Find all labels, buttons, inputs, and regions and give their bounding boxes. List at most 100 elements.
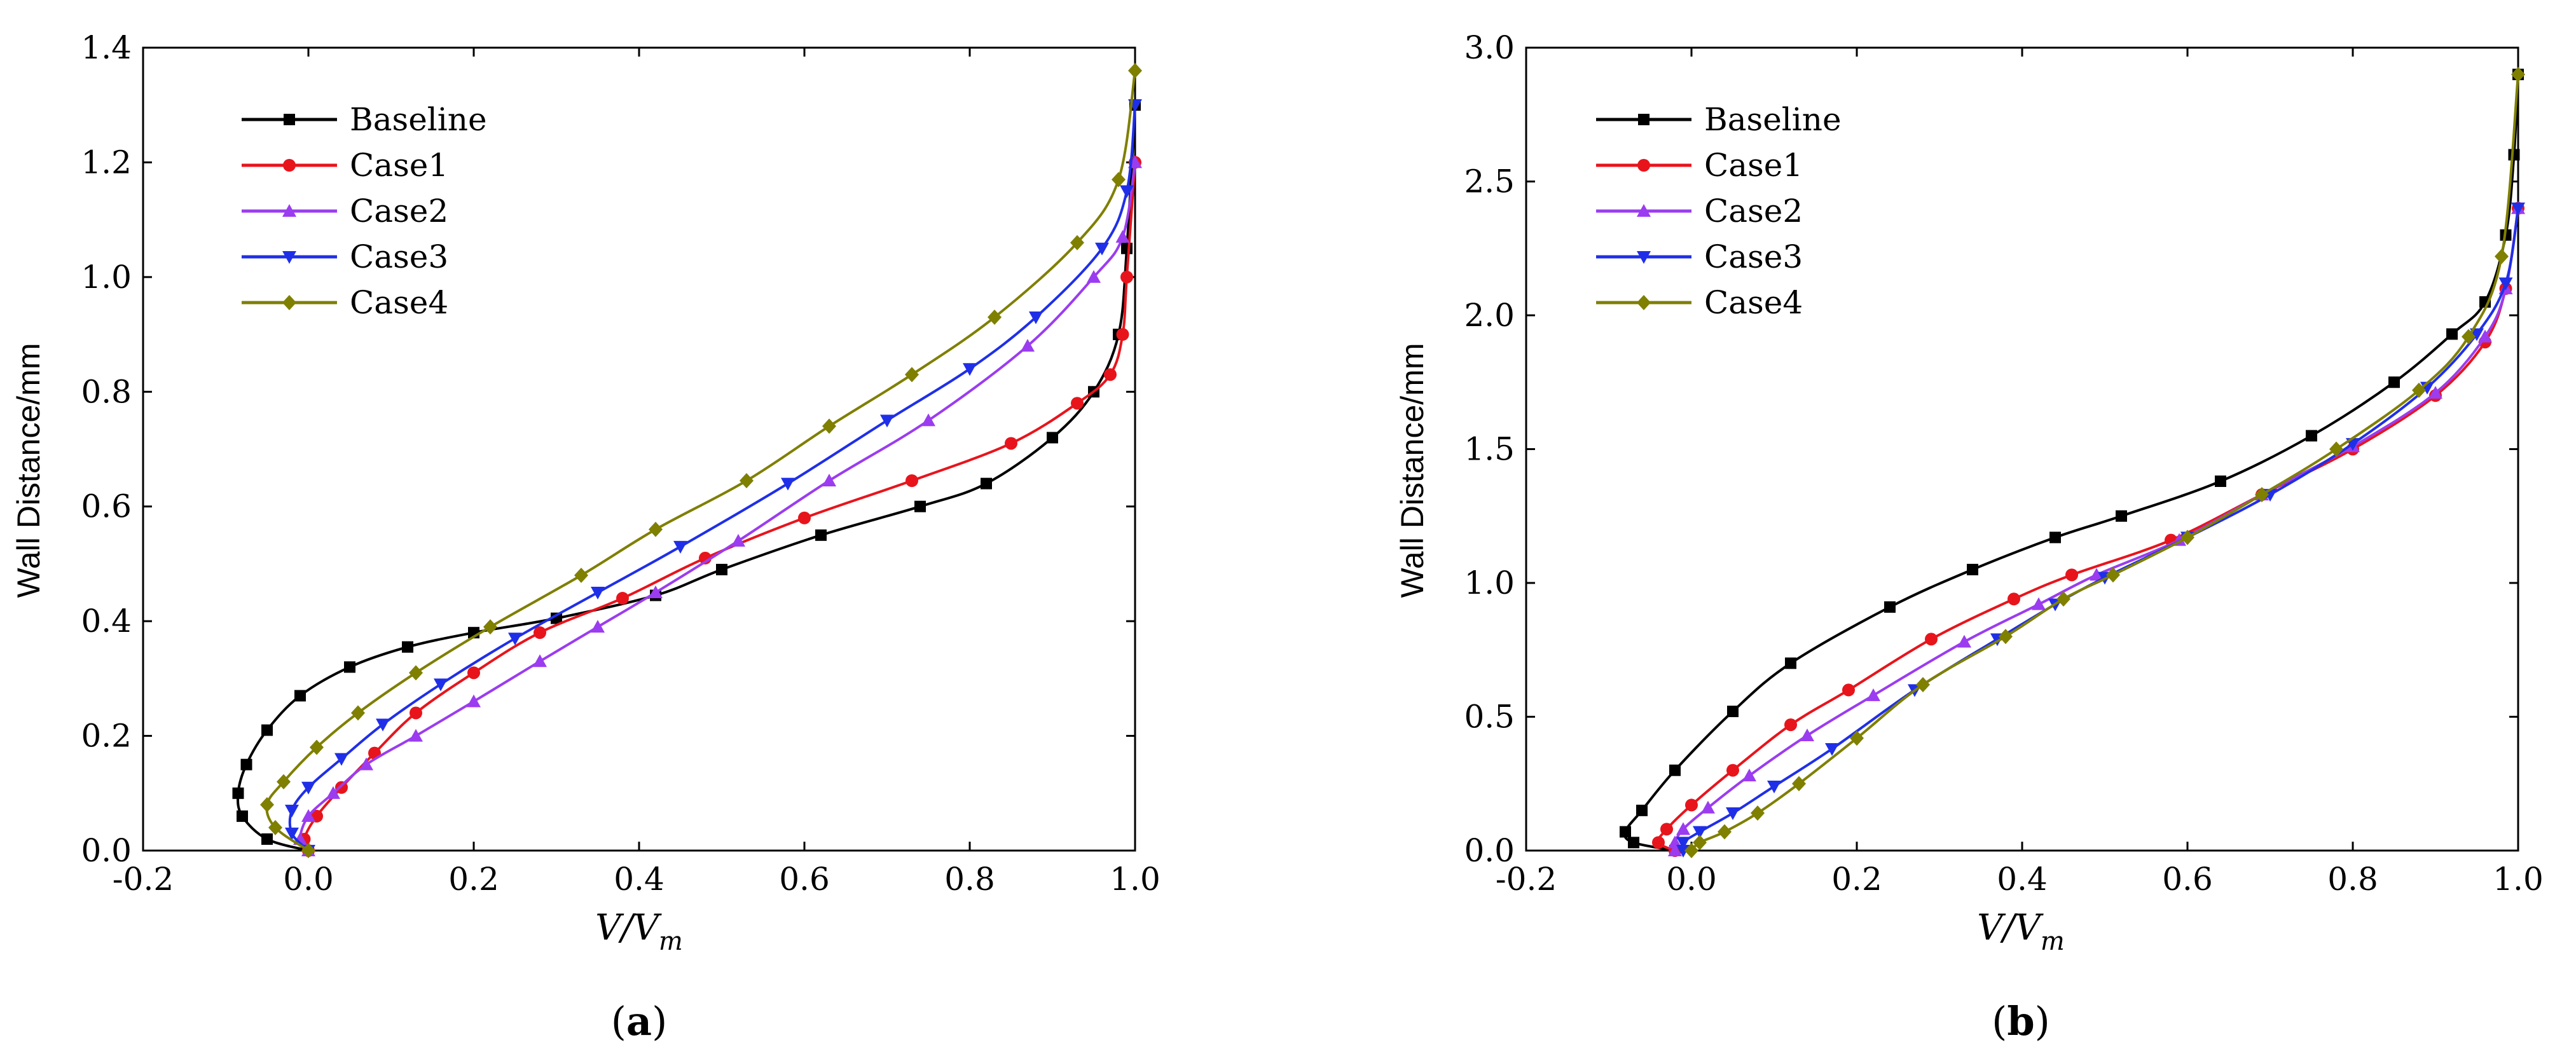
data-point-baseline <box>261 724 273 736</box>
data-point-case4 <box>351 705 365 721</box>
data-point-case2 <box>326 786 340 799</box>
data-point-case1 <box>534 626 546 640</box>
data-point-case2 <box>591 620 605 633</box>
data-point-baseline <box>981 477 992 489</box>
y-tick-label: 1.0 <box>81 259 132 296</box>
series-line-case2 <box>298 162 1136 852</box>
y-tick-label: 0.2 <box>81 718 132 755</box>
data-point-case4 <box>277 774 291 790</box>
data-point-case2 <box>1957 634 1971 648</box>
data-point-case3 <box>781 477 795 491</box>
legend-marker-case4 <box>1637 295 1651 310</box>
data-point-baseline <box>402 641 413 653</box>
x-tick-label: 0.0 <box>283 861 334 898</box>
data-point-case1 <box>1685 798 1698 812</box>
data-point-case4 <box>2255 487 2269 503</box>
data-point-baseline <box>2388 376 2400 388</box>
data-point-case1 <box>616 592 629 605</box>
data-point-case3 <box>963 363 977 376</box>
data-point-case2 <box>921 413 935 427</box>
y-tick-label: 1.2 <box>81 144 132 181</box>
data-point-case2 <box>731 533 745 547</box>
data-point-case3 <box>1676 837 1690 850</box>
data-point-case3 <box>2511 202 2525 216</box>
panel-label: (a) <box>611 998 668 1044</box>
data-point-case2 <box>533 654 547 667</box>
data-point-baseline <box>344 661 355 673</box>
data-point-case1 <box>1071 397 1084 410</box>
x-tick-label: 0.4 <box>1997 861 2048 898</box>
data-point-case2 <box>2478 329 2492 343</box>
data-point-case3 <box>1095 242 1109 256</box>
data-point-case3 <box>285 804 299 818</box>
data-point-case4 <box>1792 776 1806 791</box>
data-point-case3 <box>1825 743 1839 756</box>
y-tick-label: 0.4 <box>81 603 132 640</box>
data-point-case3 <box>1767 780 1781 793</box>
x-tick-label: 1.0 <box>2493 861 2544 898</box>
data-point-case1 <box>1660 823 1673 836</box>
data-point-case2 <box>822 474 836 487</box>
panel-b: Wall Distance/mm V/Vm (b) -0.2 0.0 0.2 0.4 0… <box>1395 29 2544 1044</box>
data-point-case4 <box>1693 835 1707 851</box>
data-point-baseline <box>1967 563 1978 575</box>
data-point-case1 <box>2008 592 2020 606</box>
data-point-case2 <box>1701 800 1715 814</box>
data-point-baseline <box>2116 510 2127 522</box>
data-point-case4 <box>574 567 588 583</box>
data-point-case4 <box>988 310 1002 325</box>
data-point-baseline <box>1884 601 1896 613</box>
legend-label-case2: Case2 <box>350 193 448 229</box>
data-point-case1 <box>1005 437 1017 450</box>
y-tick-label: 0.0 <box>1464 832 1515 869</box>
data-point-case2 <box>1668 844 1682 856</box>
data-point-case3 <box>376 718 390 732</box>
data-point-case1 <box>335 781 348 794</box>
legend-label-baseline: Baseline <box>350 101 487 138</box>
data-point-case2 <box>467 694 481 708</box>
legend-marker-case3 <box>1637 251 1651 264</box>
data-point-case3 <box>1693 826 1707 839</box>
data-point-case2 <box>1115 229 1130 243</box>
data-point-case4 <box>2329 441 2343 457</box>
data-point-case1 <box>1784 718 1797 732</box>
data-point-baseline <box>815 529 827 541</box>
legend-marker-case4 <box>282 295 296 310</box>
data-point-case1 <box>2065 568 2078 582</box>
y-tick-label: 2.5 <box>1464 163 1515 200</box>
data-point-case1 <box>1104 368 1117 381</box>
x-tick-label: 0.4 <box>614 861 665 898</box>
data-point-case1 <box>1842 683 1855 697</box>
legend-marker-case1 <box>1637 159 1650 172</box>
series-line-case3 <box>1681 208 2519 851</box>
data-point-case1 <box>1652 836 1665 849</box>
series-line-case3 <box>288 105 1136 852</box>
data-point-baseline <box>2508 149 2520 161</box>
data-point-case3 <box>673 540 687 554</box>
y-tick-label: 0.8 <box>81 373 132 410</box>
data-point-case2 <box>2032 597 2046 610</box>
legend-marker-case2 <box>1637 204 1651 217</box>
data-point-case4 <box>2495 249 2509 264</box>
data-point-case4 <box>740 473 754 489</box>
data-point-case4 <box>2412 382 2426 398</box>
series-line-baseline <box>1623 74 2519 852</box>
data-point-baseline <box>2049 531 2061 544</box>
data-point-baseline <box>914 500 926 512</box>
data-point-case1 <box>1925 633 1938 646</box>
series-line-case4 <box>1690 74 2519 852</box>
data-point-case4 <box>2462 329 2476 345</box>
data-point-case3 <box>301 781 315 795</box>
plot-frame <box>1525 46 2519 852</box>
x-tick-label: 0.2 <box>448 861 499 898</box>
data-point-case1 <box>467 666 480 680</box>
x-tick-label: 0.8 <box>944 861 995 898</box>
data-point-case4 <box>1112 172 1126 188</box>
legend-label-case4: Case4 <box>1704 284 1803 321</box>
x-tick-label: 1.0 <box>1110 861 1161 898</box>
data-point-case4 <box>1128 63 1142 79</box>
data-point-case4 <box>2106 567 2120 583</box>
y-tick-label: 1.0 <box>1464 565 1515 601</box>
data-point-case4 <box>268 819 282 835</box>
legend-label-case1: Case1 <box>350 147 448 184</box>
